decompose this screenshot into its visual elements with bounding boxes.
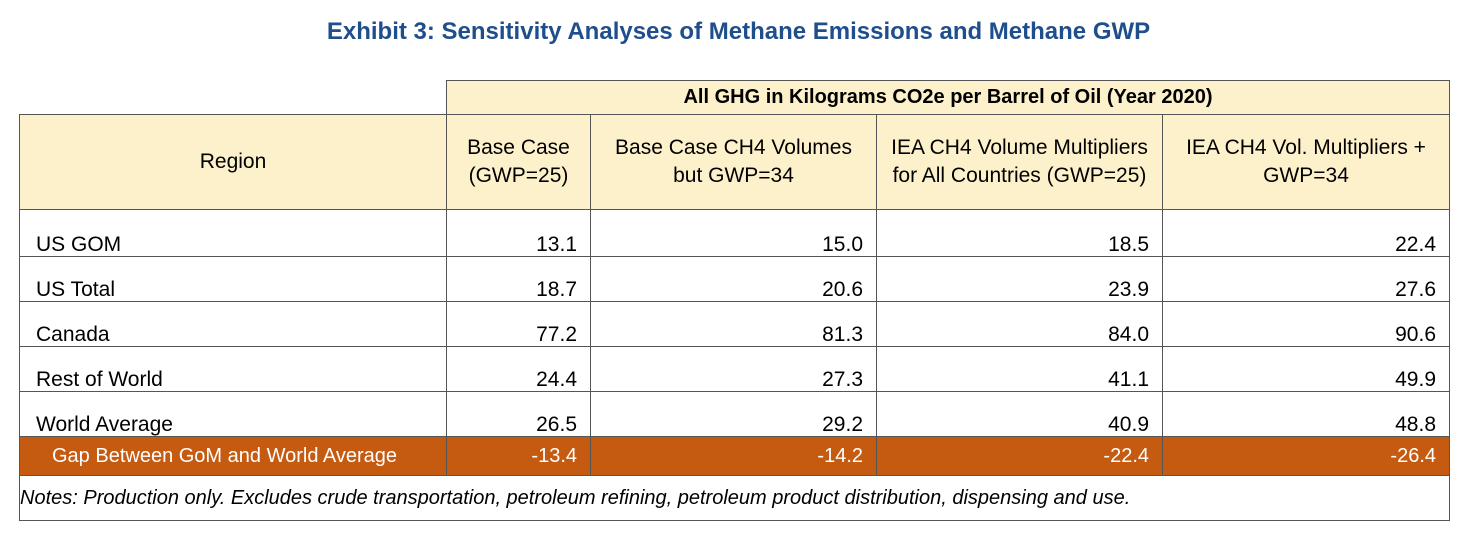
region-column-header: Region	[19, 114, 447, 210]
value-cell: 24.4	[446, 346, 591, 392]
group-header: All GHG in Kilograms CO2e per Barrel of …	[446, 80, 1450, 115]
sensitivity-table: All GHG in Kilograms CO2e per Barrel of …	[19, 80, 1450, 521]
value-cell: 22.4	[1162, 209, 1450, 257]
value-cell: 81.3	[590, 301, 877, 347]
exhibit-title: Exhibit 3: Sensitivity Analyses of Metha…	[326, 18, 1151, 45]
value-cell: 13.1	[446, 209, 591, 257]
value-cell: 27.3	[590, 346, 877, 392]
region-cell: Canada	[19, 301, 447, 347]
value-cell: 29.2	[590, 391, 877, 437]
empty-corner-cell	[19, 80, 447, 115]
table-row: Rest of World 24.4 27.3 41.1 49.9	[19, 346, 1450, 392]
table-row: US Total 18.7 20.6 23.9 27.6	[19, 256, 1450, 302]
column-header-iea-multipliers: IEA CH4 Volume Multipliers for All Countr…	[876, 114, 1163, 210]
region-cell: US Total	[19, 256, 447, 302]
table-row: World Average 26.5 29.2 40.9 48.8	[19, 391, 1450, 437]
column-header-base-case: Base Case (GWP=25)	[446, 114, 591, 210]
value-cell: 27.6	[1162, 256, 1450, 302]
group-header-row: All GHG in Kilograms CO2e per Barrel of …	[19, 80, 1450, 115]
value-cell: 90.6	[1162, 301, 1450, 347]
value-cell: 40.9	[876, 391, 1163, 437]
column-header-iea-multipliers-gwp34: IEA CH4 Vol. Multipliers + GWP=34	[1162, 114, 1450, 210]
value-cell: 26.5	[446, 391, 591, 437]
value-cell: 41.1	[876, 346, 1163, 392]
header-line: Base Case CH4 Volumes	[615, 136, 852, 159]
gap-row: Gap Between GoM and World Average -13.4 …	[19, 436, 1450, 476]
value-cell: 48.8	[1162, 391, 1450, 437]
gap-label: Gap Between GoM and World Average	[19, 436, 447, 476]
value-cell: 49.9	[1162, 346, 1450, 392]
value-cell: 18.5	[876, 209, 1163, 257]
header-line: but GWP=34	[673, 164, 794, 187]
gap-value: -26.4	[1162, 436, 1450, 476]
column-header-base-case-gwp34: Base Case CH4 Volumes but GWP=34	[590, 114, 877, 210]
value-cell: 23.9	[876, 256, 1163, 302]
table-row: Canada 77.2 81.3 84.0 90.6	[19, 301, 1450, 347]
gap-value: -14.2	[590, 436, 877, 476]
region-cell: Rest of World	[19, 346, 447, 392]
gap-value: -13.4	[446, 436, 591, 476]
column-header-row: Region Base Case (GWP=25) Base Case CH4 V…	[19, 114, 1450, 210]
header-line: (GWP=25)	[468, 164, 569, 187]
value-cell: 15.0	[590, 209, 877, 257]
header-line: Base Case	[467, 136, 570, 159]
region-cell: World Average	[19, 391, 447, 437]
value-cell: 77.2	[446, 301, 591, 347]
notes-text: Notes: Production only. Excludes crude t…	[19, 475, 1450, 521]
table-row: US GOM 13.1 15.0 18.5 22.4	[19, 209, 1450, 257]
value-cell: 20.6	[590, 256, 877, 302]
region-cell: US GOM	[19, 209, 447, 257]
gap-value: -22.4	[876, 436, 1163, 476]
header-line: GWP=34	[1263, 164, 1349, 187]
notes-row: Notes: Production only. Excludes crude t…	[19, 475, 1450, 521]
header-line: IEA CH4 Volume Multipliers	[891, 136, 1148, 159]
value-cell: 84.0	[876, 301, 1163, 347]
value-cell: 18.7	[446, 256, 591, 302]
header-line: IEA CH4 Vol. Multipliers +	[1186, 136, 1426, 159]
header-line: for All Countries (GWP=25)	[892, 164, 1147, 187]
